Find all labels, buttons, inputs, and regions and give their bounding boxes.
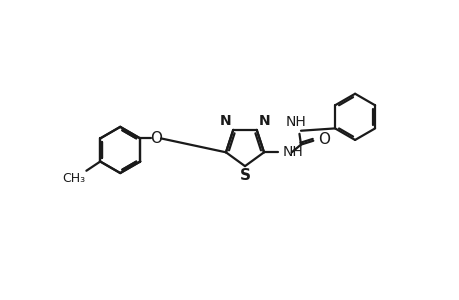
Text: CH₃: CH₃ (62, 172, 85, 185)
Text: NH: NH (285, 115, 306, 129)
Text: O: O (149, 131, 161, 146)
Text: NH: NH (282, 145, 302, 159)
Text: N: N (219, 114, 231, 128)
Text: O: O (317, 132, 329, 147)
Text: S: S (239, 168, 250, 183)
Text: N: N (258, 114, 269, 128)
